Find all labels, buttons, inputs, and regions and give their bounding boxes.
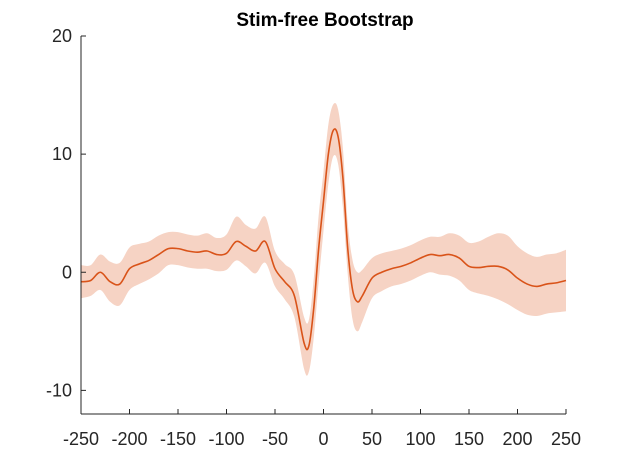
series-line [80,128,567,351]
y-tick-label: 10 [52,144,72,164]
x-tick-label: -200 [111,429,147,449]
axes: -250 -200 -150 -100 -50 0 50 100 150 200 250-10010… [46,26,581,449]
x-tick-label: 150 [454,429,484,449]
x-tick-label: 0 [318,429,328,449]
x-tick-label: 100 [405,429,435,449]
x-tick-label: -50 [262,429,288,449]
x-tick-label: -250 [63,429,99,449]
confidence-band [81,102,566,376]
x-tick-label: 250 [551,429,581,449]
plot-area [80,102,567,376]
x-tick-label: 50 [362,429,382,449]
x-tick-label: -150 [160,429,196,449]
y-tick-label: -10 [46,380,72,400]
x-tick-label: 200 [502,429,532,449]
chart-title: Stim-free Bootstrap [236,10,413,31]
x-tick-label: -100 [208,429,244,449]
y-tick-label: 0 [62,262,72,282]
y-tick-label: 20 [52,26,72,46]
